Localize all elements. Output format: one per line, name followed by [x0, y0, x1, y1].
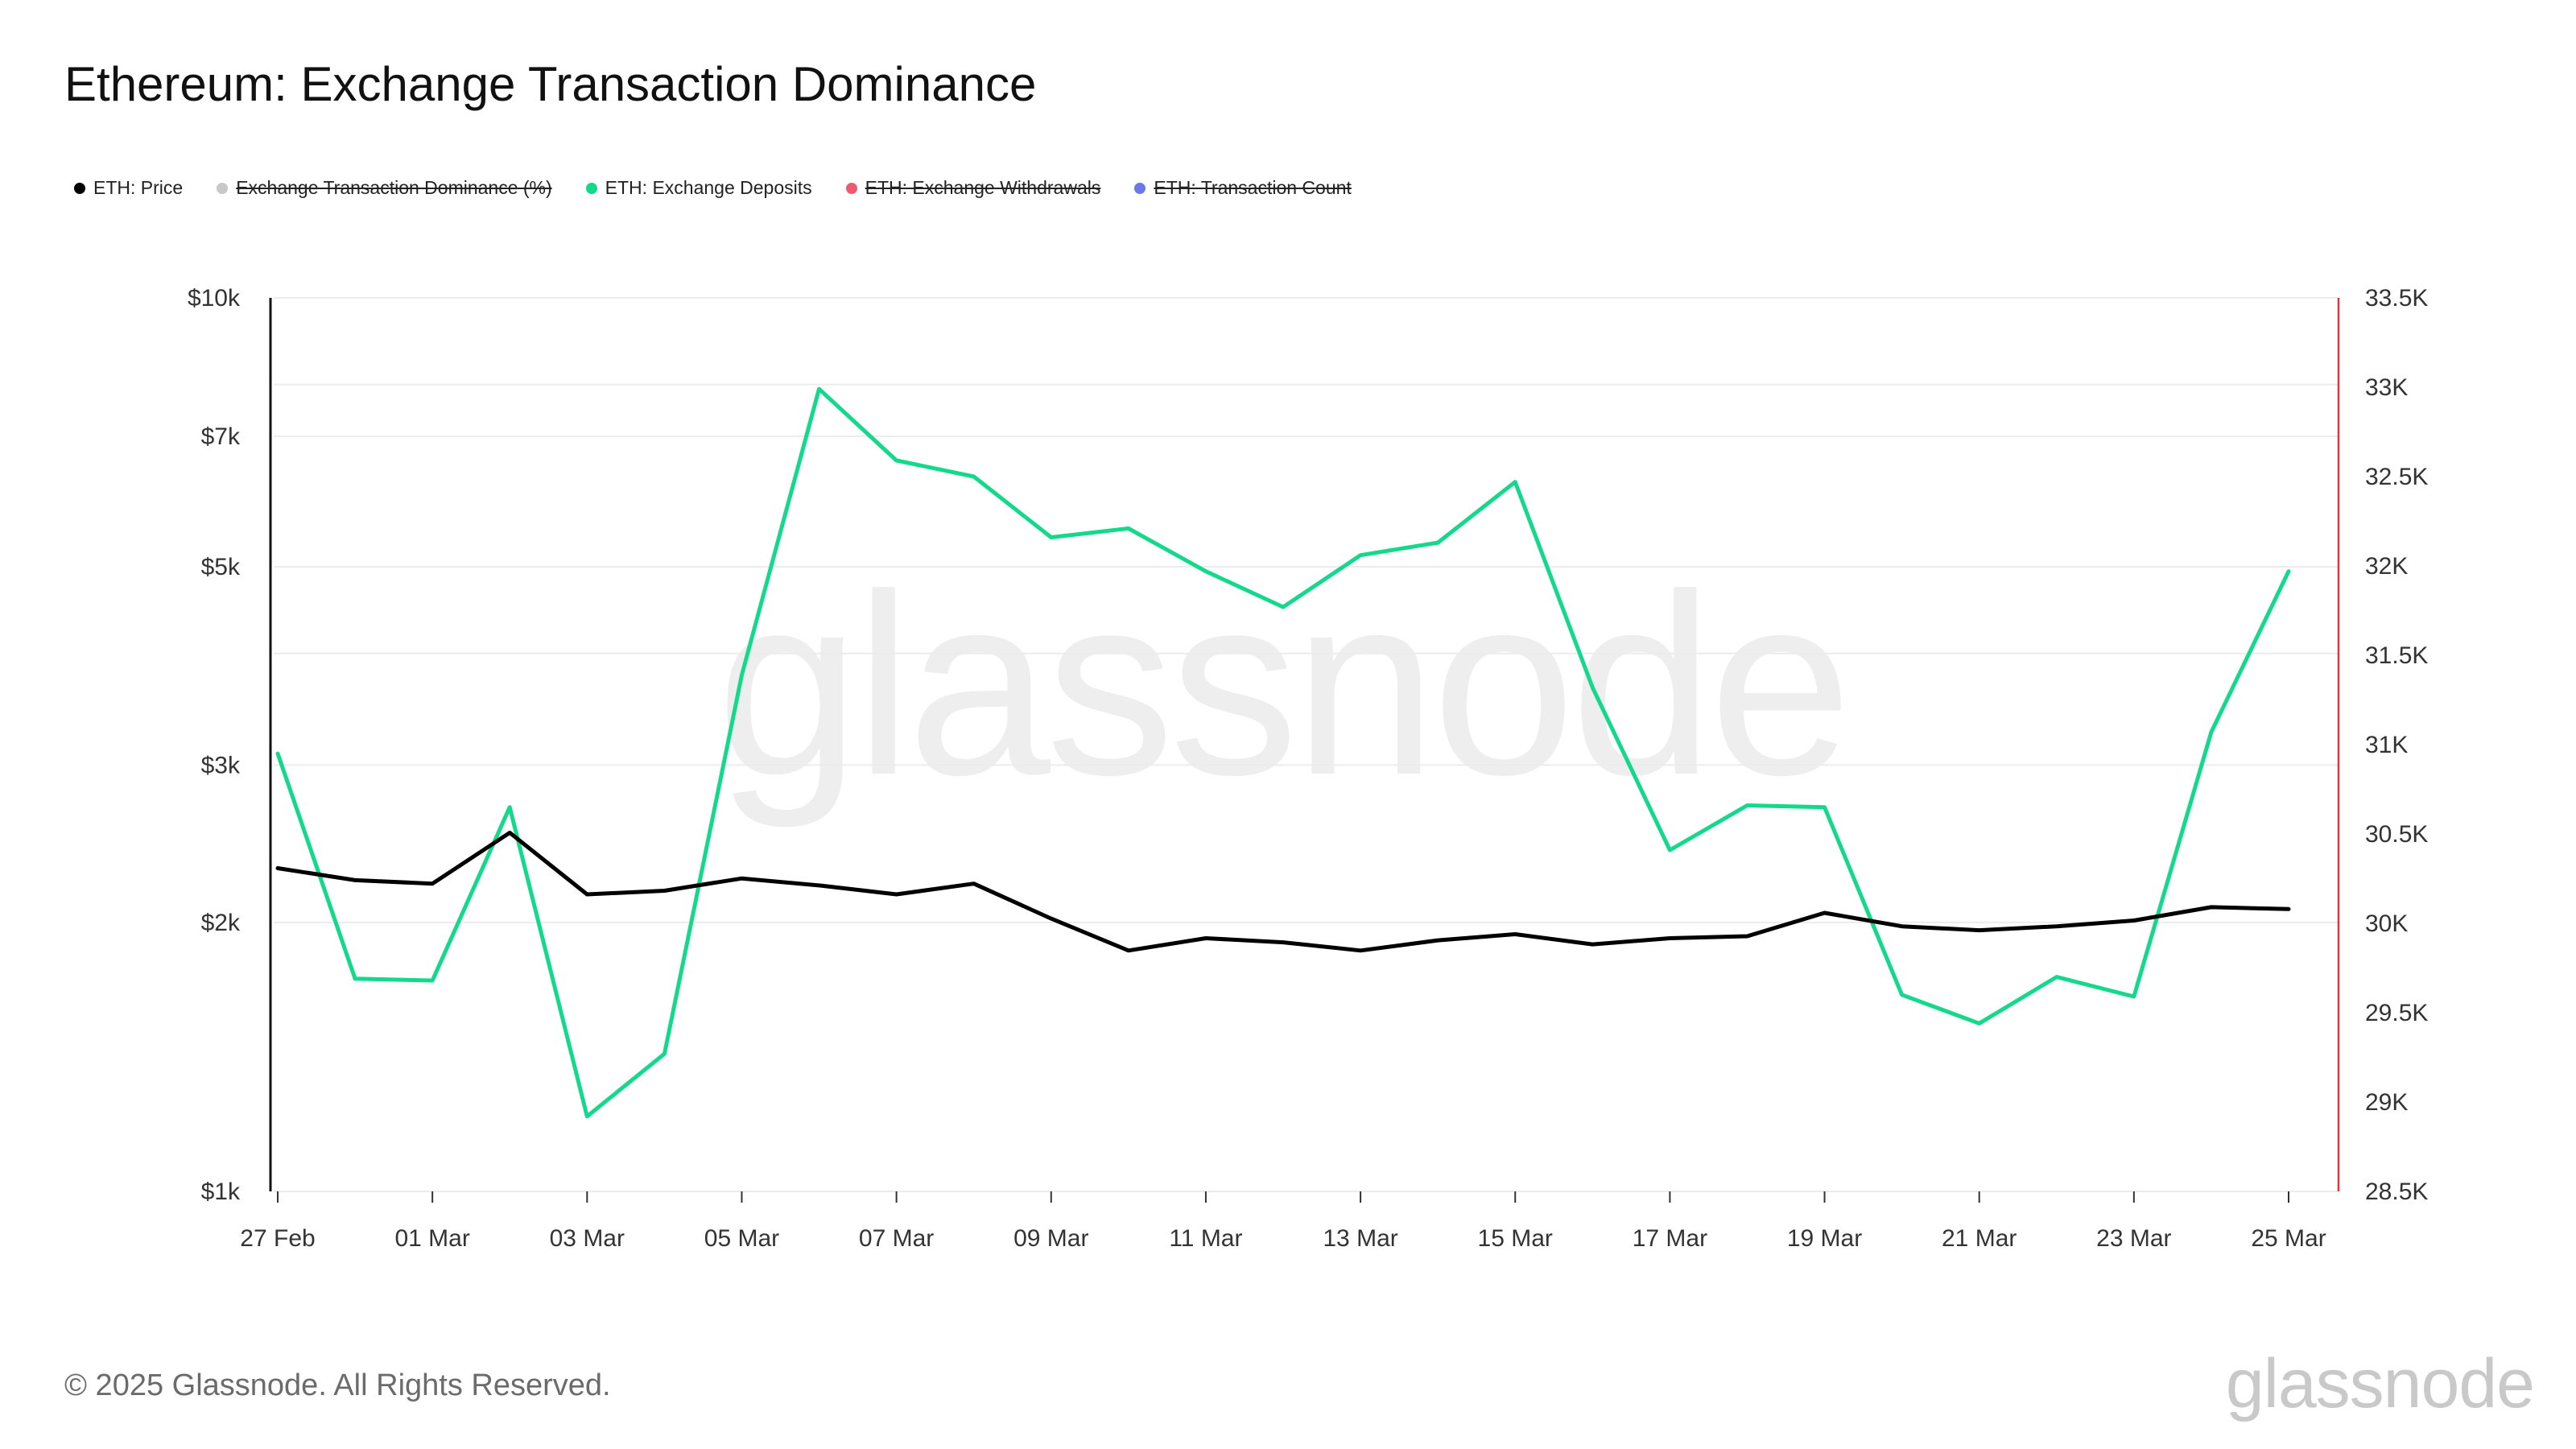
x-tick-label: 01 Mar: [394, 1225, 469, 1252]
legend-label: ETH: Price: [93, 177, 184, 198]
y-right-tick-label: 29.5K: [2365, 1000, 2428, 1026]
y-right-tick-label: 30K: [2365, 910, 2408, 937]
x-tick-label: 03 Mar: [550, 1225, 625, 1252]
y-right-tick-label: 29K: [2365, 1089, 2408, 1116]
x-tick-label: 17 Mar: [1633, 1225, 1707, 1252]
glassnode-watermark: glassnode: [716, 540, 1852, 828]
legend-item-exchange-withdrawals[interactable]: ETH: Exchange Withdrawals: [845, 177, 1101, 199]
legend-item-exchange-deposits[interactable]: ETH: Exchange Deposits: [585, 177, 812, 199]
y-left-tick-label: $1k: [201, 1179, 241, 1205]
legend-item-dominance[interactable]: Exchange Transaction Dominance (%): [217, 177, 552, 199]
legend-dot-icon: [585, 182, 597, 194]
y-right-tick-label: 33.5K: [2365, 285, 2428, 312]
x-tick-label: 09 Mar: [1013, 1225, 1088, 1252]
legend-label: ETH: Exchange Deposits: [605, 177, 812, 198]
legend-item-eth-price[interactable]: ETH: Price: [74, 177, 183, 199]
chart-legend: ETH: Price Exchange Transaction Dominanc…: [74, 177, 1352, 199]
legend-dot-icon: [74, 182, 85, 194]
y-left-tick-label: $5k: [201, 554, 241, 580]
x-tick-label: 21 Mar: [1942, 1225, 2017, 1252]
glassnode-logo: glassnode: [2225, 1345, 2535, 1422]
y-right-tick-label: 31K: [2365, 732, 2408, 758]
x-tick-label: 07 Mar: [859, 1225, 934, 1252]
y-left-tick-label: $7k: [201, 423, 241, 450]
y-right-tick-label: 31.5K: [2365, 642, 2428, 669]
legend-dot-icon: [217, 182, 229, 194]
y-right-tick-label: 33K: [2365, 374, 2408, 401]
y-left-tick-label: $2k: [201, 910, 241, 936]
x-tick-label: 15 Mar: [1478, 1225, 1553, 1252]
legend-label: ETH: Transaction Count: [1154, 177, 1352, 198]
x-tick-label: 05 Mar: [704, 1225, 779, 1252]
x-tick-label: 11 Mar: [1169, 1225, 1242, 1252]
x-tick-label: 25 Mar: [2251, 1225, 2326, 1252]
x-tick-label: 19 Mar: [1787, 1225, 1862, 1252]
y-right-tick-label: 32K: [2365, 553, 2408, 580]
legend-dot-icon: [1134, 182, 1146, 194]
x-tick-label: 27 Feb: [240, 1225, 315, 1252]
chart-title: Ethereum: Exchange Transaction Dominance: [64, 57, 1037, 111]
series-line-exchange-deposits: [275, 386, 2291, 1119]
x-tick-label: 13 Mar: [1323, 1225, 1397, 1252]
y-right-tick-label: 30.5K: [2365, 821, 2428, 848]
legend-label: ETH: Exchange Withdrawals: [865, 177, 1101, 198]
x-tick-label: 23 Mar: [2096, 1225, 2171, 1252]
y-left-tick-label: $10k: [188, 285, 241, 312]
y-right-tick-label: 28.5K: [2365, 1179, 2428, 1205]
copyright-text: © 2025 Glassnode. All Rights Reserved.: [64, 1368, 611, 1402]
y-left-tick-label: $3k: [201, 752, 241, 778]
series-line-eth-price: [275, 830, 2291, 953]
legend-label: Exchange Transaction Dominance (%): [236, 177, 552, 198]
legend-dot-icon: [845, 182, 857, 194]
legend-item-transaction-count[interactable]: ETH: Transaction Count: [1134, 177, 1352, 199]
y-right-tick-label: 32.5K: [2365, 464, 2428, 490]
